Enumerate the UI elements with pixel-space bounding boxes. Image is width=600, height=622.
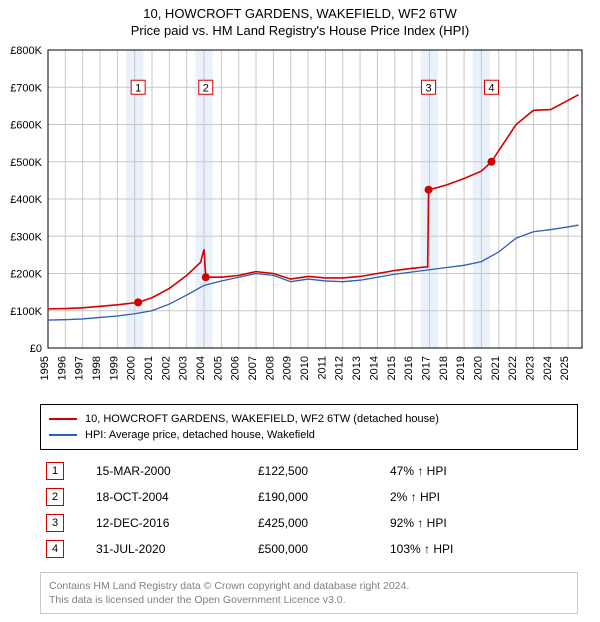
sale-marker-2: 2 bbox=[46, 488, 64, 506]
svg-text:2022: 2022 bbox=[507, 356, 519, 380]
svg-text:2009: 2009 bbox=[282, 356, 294, 380]
sale-dot-2 bbox=[202, 273, 210, 281]
svg-text:2003: 2003 bbox=[178, 356, 190, 380]
svg-text:3: 3 bbox=[425, 82, 431, 94]
legend-item: 10, HOWCROFT GARDENS, WAKEFIELD, WF2 6TW… bbox=[49, 411, 569, 427]
svg-text:2017: 2017 bbox=[420, 356, 432, 380]
sale-row: 4 31-JUL-2020£500,000103% ↑ HPI bbox=[40, 536, 578, 562]
sale-dot-3 bbox=[425, 186, 433, 194]
svg-text:£300K: £300K bbox=[10, 231, 42, 243]
line-chart: £0 £100K £200K £300K £400K £500K £600K £700K £80… bbox=[0, 38, 600, 398]
sales-table: 1 15-MAR-2000£122,50047% ↑ HPI 2 18-OCT-200… bbox=[40, 458, 578, 562]
svg-text:£200K: £200K bbox=[10, 269, 42, 281]
svg-text:2005: 2005 bbox=[212, 356, 224, 380]
svg-text:1997: 1997 bbox=[74, 356, 86, 380]
svg-text:£0: £0 bbox=[30, 343, 42, 355]
sale-price: £190,000 bbox=[252, 484, 384, 510]
svg-text:£600K: £600K bbox=[10, 120, 42, 132]
svg-text:2011: 2011 bbox=[316, 356, 328, 380]
svg-text:2014: 2014 bbox=[368, 356, 380, 380]
sale-pct: 2% ↑ HPI bbox=[384, 484, 578, 510]
chart-area: £0 £100K £200K £300K £400K £500K £600K £700K £80… bbox=[0, 38, 600, 398]
legend-swatch bbox=[49, 434, 77, 436]
svg-text:2004: 2004 bbox=[195, 356, 207, 380]
svg-text:£500K: £500K bbox=[10, 157, 42, 169]
svg-text:1995: 1995 bbox=[39, 356, 51, 380]
sale-date: 18-OCT-2004 bbox=[90, 484, 252, 510]
svg-text:2012: 2012 bbox=[334, 356, 346, 380]
svg-text:2013: 2013 bbox=[351, 356, 363, 380]
svg-text:2000: 2000 bbox=[126, 356, 138, 380]
svg-text:2007: 2007 bbox=[247, 356, 259, 380]
svg-text:2023: 2023 bbox=[524, 356, 536, 380]
svg-text:£400K: £400K bbox=[10, 194, 42, 206]
footer-line2: This data is licensed under the Open Gov… bbox=[49, 593, 569, 607]
legend-label: 10, HOWCROFT GARDENS, WAKEFIELD, WF2 6TW… bbox=[85, 413, 439, 425]
sale-row: 3 12-DEC-2016£425,00092% ↑ HPI bbox=[40, 510, 578, 536]
svg-text:2002: 2002 bbox=[160, 356, 172, 380]
sale-marker-1: 1 bbox=[46, 462, 64, 480]
svg-text:£800K: £800K bbox=[10, 45, 42, 57]
svg-text:2006: 2006 bbox=[230, 356, 242, 380]
svg-text:2025: 2025 bbox=[559, 356, 571, 380]
sale-price: £500,000 bbox=[252, 536, 384, 562]
svg-text:1998: 1998 bbox=[91, 356, 103, 380]
title-line2: Price paid vs. HM Land Registry's House … bbox=[0, 23, 600, 38]
sale-dot-1 bbox=[134, 298, 142, 306]
sale-row: 1 15-MAR-2000£122,50047% ↑ HPI bbox=[40, 458, 578, 484]
svg-text:4: 4 bbox=[488, 82, 494, 94]
svg-text:2018: 2018 bbox=[438, 356, 450, 380]
svg-text:1999: 1999 bbox=[108, 356, 120, 380]
sale-pct: 103% ↑ HPI bbox=[384, 536, 578, 562]
svg-text:£700K: £700K bbox=[10, 82, 42, 94]
sale-price: £122,500 bbox=[252, 458, 384, 484]
sale-price: £425,000 bbox=[252, 510, 384, 536]
svg-text:2020: 2020 bbox=[472, 356, 484, 380]
svg-text:1: 1 bbox=[135, 82, 141, 94]
svg-text:2015: 2015 bbox=[386, 356, 398, 380]
svg-text:2024: 2024 bbox=[542, 356, 554, 380]
legend-item: HPI: Average price, detached house, Wake… bbox=[49, 427, 569, 443]
sale-marker-3: 3 bbox=[46, 514, 64, 532]
title-line1: 10, HOWCROFT GARDENS, WAKEFIELD, WF2 6TW bbox=[0, 6, 600, 21]
svg-text:2019: 2019 bbox=[455, 356, 467, 380]
svg-text:2008: 2008 bbox=[264, 356, 276, 380]
svg-text:2001: 2001 bbox=[143, 356, 155, 380]
sale-date: 12-DEC-2016 bbox=[90, 510, 252, 536]
sale-pct: 92% ↑ HPI bbox=[384, 510, 578, 536]
legend-swatch bbox=[49, 418, 77, 420]
sale-date: 15-MAR-2000 bbox=[90, 458, 252, 484]
sale-date: 31-JUL-2020 bbox=[90, 536, 252, 562]
sale-dot-4 bbox=[487, 158, 495, 166]
svg-text:2016: 2016 bbox=[403, 356, 415, 380]
svg-text:1996: 1996 bbox=[56, 356, 68, 380]
legend: 10, HOWCROFT GARDENS, WAKEFIELD, WF2 6TW… bbox=[40, 404, 578, 450]
sale-row: 2 18-OCT-2004£190,0002% ↑ HPI bbox=[40, 484, 578, 510]
footer-licence: Contains HM Land Registry data © Crown c… bbox=[40, 572, 578, 614]
footer-line1: Contains HM Land Registry data © Crown c… bbox=[49, 579, 569, 593]
svg-text:2010: 2010 bbox=[299, 356, 311, 380]
legend-label: HPI: Average price, detached house, Wake… bbox=[85, 429, 315, 441]
sale-pct: 47% ↑ HPI bbox=[384, 458, 578, 484]
chart-titles: 10, HOWCROFT GARDENS, WAKEFIELD, WF2 6TW… bbox=[0, 0, 600, 38]
svg-text:2: 2 bbox=[203, 82, 209, 94]
svg-text:2021: 2021 bbox=[490, 356, 502, 380]
svg-text:£100K: £100K bbox=[10, 306, 42, 318]
sale-marker-4: 4 bbox=[46, 540, 64, 558]
